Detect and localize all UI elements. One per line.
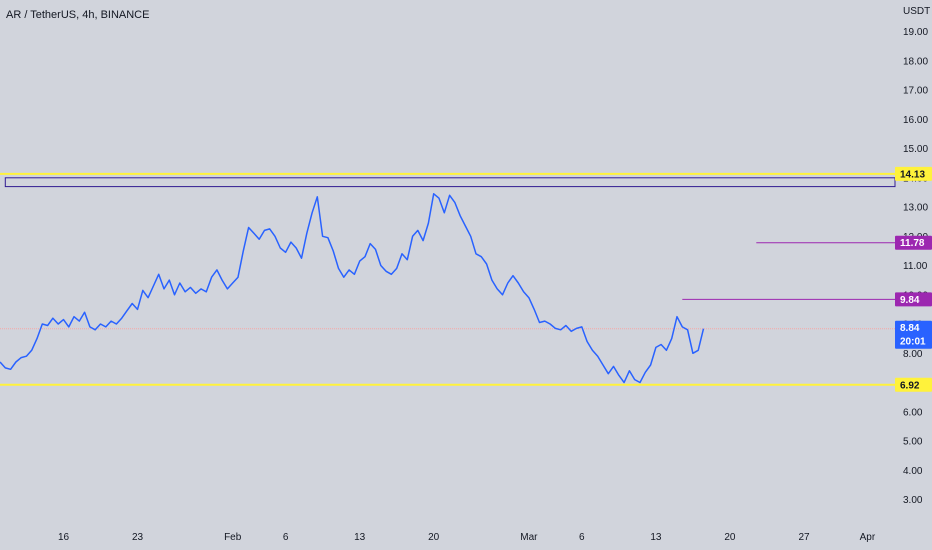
target-badge-label: 9.84: [900, 295, 920, 306]
price-tick-label: 11.00: [903, 261, 928, 272]
level-badge-bg: [895, 377, 932, 392]
level-badge-label: 14.13: [900, 169, 925, 180]
time-tick-label: 23: [132, 532, 144, 543]
price-tick-label: 15.00: [903, 144, 928, 155]
price-tick-label: 5.00: [903, 437, 923, 448]
current-price-badge-label: 8.84: [900, 323, 920, 334]
price-axis-badges: 14.13 6.92 11.78 9.84 8.84 20:01: [895, 166, 932, 392]
current-price-badge-countdown: 20:01: [900, 337, 926, 348]
target-badge-label: 11.78: [900, 238, 925, 249]
time-tick-label: 13: [650, 532, 662, 543]
time-tick-label: Apr: [860, 532, 876, 543]
time-tick-label: 13: [354, 532, 366, 543]
time-tick-label: 20: [428, 532, 440, 543]
price-tick-label: 17.00: [903, 86, 928, 97]
price-series-line: [0, 193, 705, 384]
time-tick-label: 6: [579, 532, 585, 543]
price-tick-label: 13.00: [903, 203, 928, 214]
price-tick-label: 18.00: [903, 56, 928, 67]
price-axis-unit: USDT: [903, 6, 930, 17]
price-tick-label: 16.00: [903, 115, 928, 126]
time-tick-label: 20: [724, 532, 736, 543]
price-series-group: [0, 193, 705, 384]
time-tick-label: Mar: [520, 532, 538, 543]
price-tick-label: 6.00: [903, 407, 923, 418]
target-badge-bg: [895, 292, 932, 307]
time-tick-label: Feb: [224, 532, 242, 543]
price-tick-label: 3.00: [903, 495, 923, 506]
chart-title: AR / TetherUS, 4h, BINANCE: [6, 9, 150, 21]
range-box-group: [4, 177, 896, 188]
target-badge-bg: [895, 235, 932, 250]
time-tick-label: 27: [798, 532, 810, 543]
price-tick-label: 8.00: [903, 349, 923, 360]
time-tick-label: 16: [58, 532, 70, 543]
range-box: [4, 177, 896, 188]
time-axis[interactable]: 16 23 Feb 6 13 20 Mar 6 13 20 27 Apr: [58, 532, 876, 543]
horizontal-levels: [0, 172, 895, 386]
price-tick-label: 19.00: [903, 27, 928, 38]
time-tick-label: 6: [283, 532, 289, 543]
current-price-badge-bg: [895, 320, 932, 349]
level-badge-label: 6.92: [900, 380, 920, 391]
level-badge-bg: [895, 166, 932, 181]
price-tick-label: 4.00: [903, 466, 923, 477]
